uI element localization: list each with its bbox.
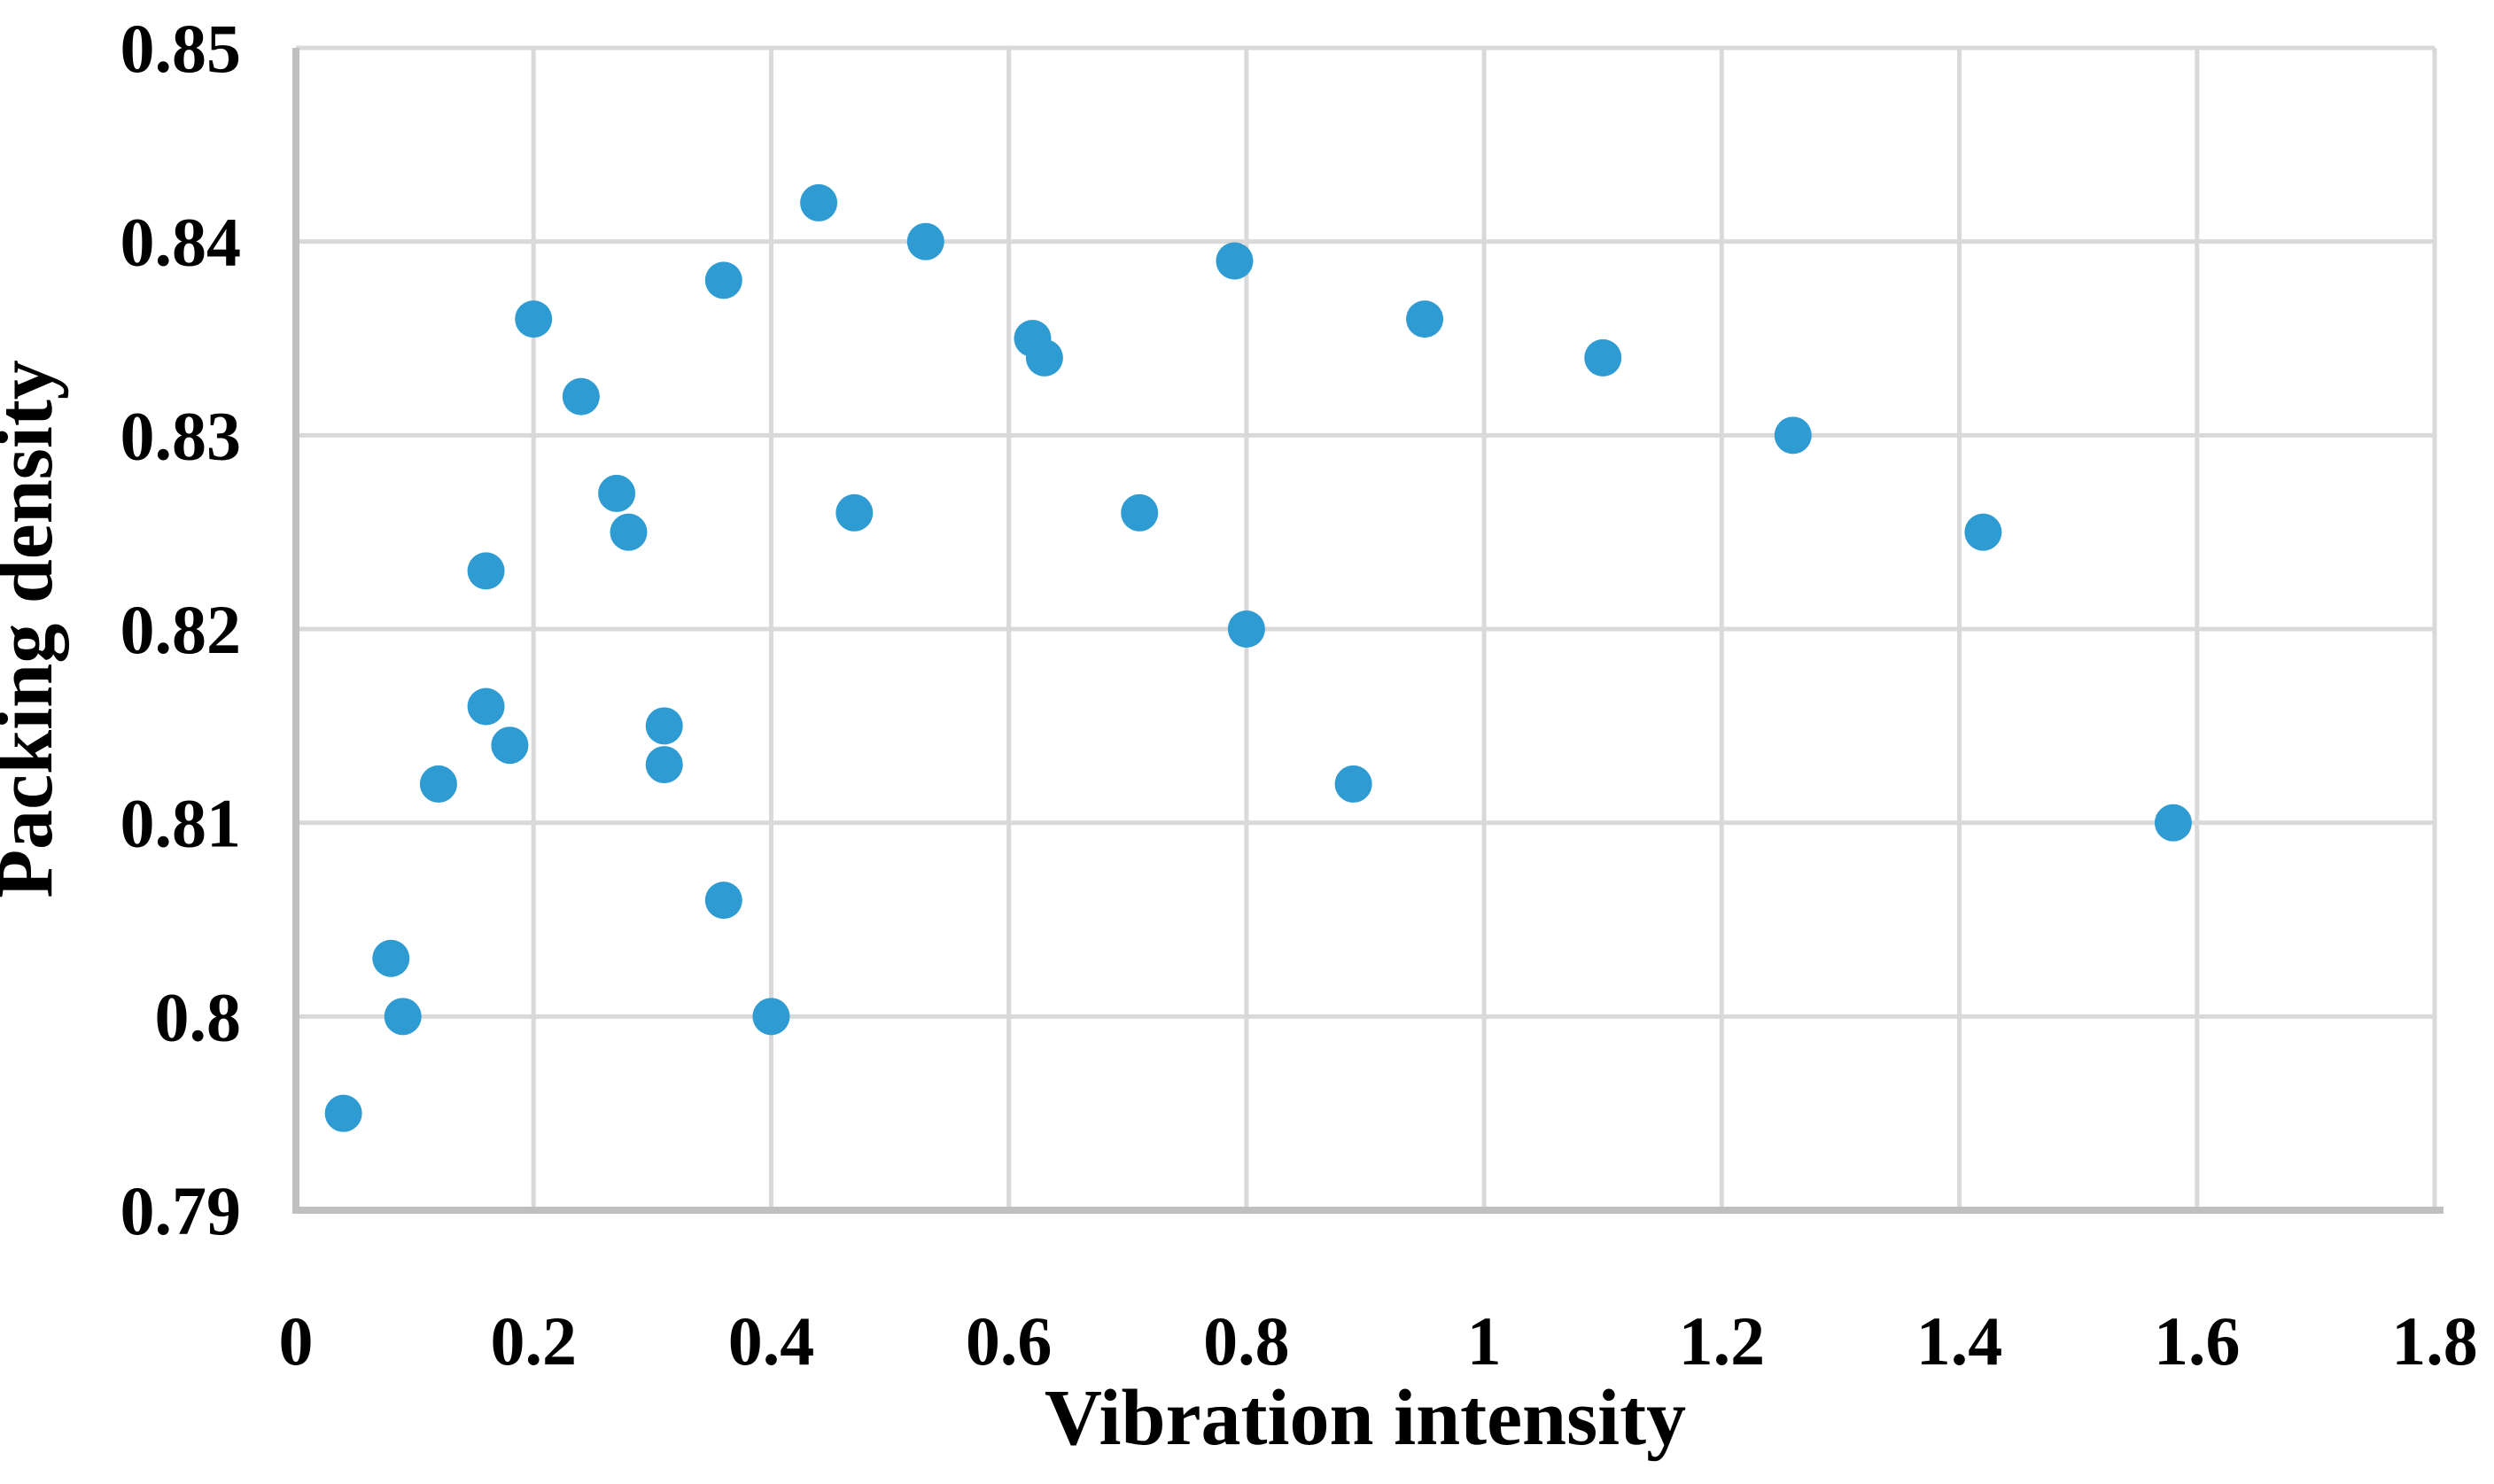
data-point	[1774, 416, 1812, 455]
y-tick-label: 0.82	[120, 591, 242, 668]
data-point	[1406, 300, 1444, 338]
x-tick-label: 1.8	[2391, 1302, 2478, 1379]
data-point	[372, 939, 410, 977]
x-tick-label: 0.6	[966, 1302, 1053, 1379]
data-point	[906, 222, 944, 260]
data-point	[800, 183, 838, 221]
data-point	[467, 688, 505, 726]
y-tick-labels: 0.85 0.84 0.83 0.82 0.81 0.8 0.79	[120, 10, 242, 1249]
data-point	[645, 707, 683, 745]
data-points	[324, 183, 2192, 1132]
data-point	[752, 998, 790, 1036]
x-tick-label: 1.6	[2154, 1302, 2241, 1379]
y-tick-label: 0.83	[120, 397, 242, 474]
data-point	[1121, 493, 1159, 532]
y-tick-label: 0.85	[120, 10, 242, 87]
x-tick-label: 0.2	[490, 1302, 577, 1379]
data-point	[467, 552, 505, 590]
x-axis-title: Vibration intensity	[1045, 1374, 1686, 1462]
y-tick-label: 0.81	[120, 785, 242, 862]
data-point	[491, 726, 529, 765]
data-point	[1334, 765, 1372, 803]
x-tick-label: 1.4	[1916, 1302, 2003, 1379]
x-tick-labels: 0 0.2 0.4 0.6 0.8 1 1.2 1.4 1.6 1.8	[279, 1302, 2478, 1379]
data-point	[1025, 338, 1063, 377]
x-tick-label: 0	[279, 1302, 314, 1379]
x-tick-label: 0.8	[1203, 1302, 1290, 1379]
y-tick-label: 0.84	[120, 204, 242, 281]
axis-lines	[292, 48, 2443, 1214]
data-point	[515, 300, 553, 338]
x-tick-label: 0.4	[728, 1302, 815, 1379]
data-point	[704, 261, 742, 299]
data-point	[1227, 610, 1265, 648]
data-point	[704, 882, 742, 920]
data-point	[1216, 242, 1254, 280]
data-point	[598, 474, 636, 512]
data-point	[562, 377, 600, 416]
data-point	[1584, 338, 1622, 377]
data-point	[324, 1094, 362, 1132]
data-point	[384, 998, 422, 1036]
gridlines	[296, 45, 2437, 1210]
y-tick-label: 0.8	[155, 978, 242, 1055]
data-point	[645, 746, 683, 784]
data-point	[419, 765, 457, 803]
data-point	[610, 513, 648, 551]
data-point	[835, 493, 874, 532]
y-tick-label: 0.79	[120, 1172, 242, 1249]
x-tick-label: 1	[1467, 1302, 1502, 1379]
y-axis-title: Packing density	[0, 360, 69, 898]
data-point	[1964, 513, 2002, 551]
data-point	[2154, 804, 2192, 842]
x-tick-label: 1.2	[1679, 1302, 1766, 1379]
